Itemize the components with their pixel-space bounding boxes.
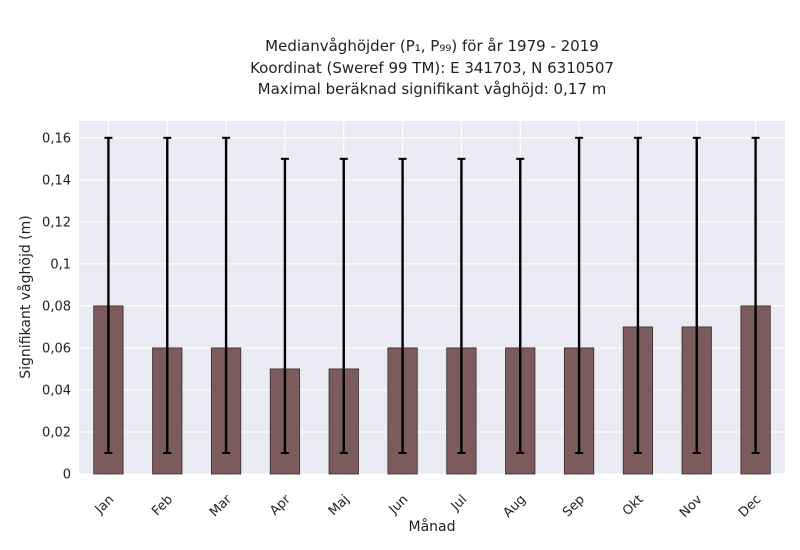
chart-title-line-1: Medianvåghöjder (P₁, P₉₉) för år 1979 - … — [265, 37, 599, 55]
error-bar-okt — [633, 136, 642, 454]
x-tick-label: Jul — [448, 492, 470, 514]
chart-title-line-2: Koordinat (Sweref 99 TM): E 341703, N 63… — [250, 59, 614, 77]
error-bar-apr — [280, 157, 289, 454]
error-bar-aug — [516, 157, 525, 454]
error-bar-jan — [104, 136, 113, 454]
x-tick-label: Dec — [736, 492, 764, 520]
error-bar-nov — [692, 136, 701, 454]
x-tick-label: Apr — [267, 492, 294, 519]
plot-area — [79, 121, 785, 474]
error-bars — [104, 136, 760, 454]
x-tick-labels: Jan Feb Mar Apr Maj Jun Jul Aug Sep Okt Nov Dec — [92, 492, 765, 521]
y-tick-label: 0,12 — [42, 215, 71, 230]
chart-title-line-3: Maximal beräknad signifikant våghöjd: 0,… — [258, 80, 607, 98]
x-tick-label: Nov — [677, 492, 706, 521]
x-axis-label: Månad — [409, 518, 456, 535]
y-tick-label: 0,02 — [42, 425, 71, 440]
y-tick-label: 0,04 — [42, 383, 71, 398]
y-tick-label: 0 — [63, 468, 71, 483]
error-bar-sep — [575, 136, 584, 454]
error-bar-jun — [398, 157, 407, 454]
x-tick-label: Jun — [386, 492, 412, 518]
y-axis-label: Signifikant våghöjd (m) — [17, 215, 34, 378]
x-tick-label: Okt — [620, 492, 647, 519]
error-bar-mar — [222, 136, 231, 454]
y-tick-label: 0,1 — [50, 257, 71, 272]
y-tick-label: 0,06 — [42, 341, 71, 356]
x-tick-label: Mar — [207, 492, 235, 520]
error-bar-maj — [339, 157, 348, 454]
x-tick-label: Feb — [149, 492, 176, 519]
error-bar-feb — [163, 136, 172, 454]
y-tick-labels: 0 0,02 0,04 0,06 0,08 0,1 0,12 0,14 0,16 — [42, 131, 71, 482]
x-tick-label: Jan — [92, 492, 117, 517]
x-tick-label: Aug — [501, 492, 530, 521]
error-bar-dec — [751, 136, 760, 454]
error-bar-jul — [457, 157, 466, 454]
x-tick-label: Sep — [560, 492, 588, 520]
y-tick-label: 0,16 — [42, 131, 71, 146]
y-tick-label: 0,08 — [42, 299, 71, 314]
x-tick-label: Maj — [326, 492, 353, 519]
y-tick-label: 0,14 — [42, 173, 71, 188]
